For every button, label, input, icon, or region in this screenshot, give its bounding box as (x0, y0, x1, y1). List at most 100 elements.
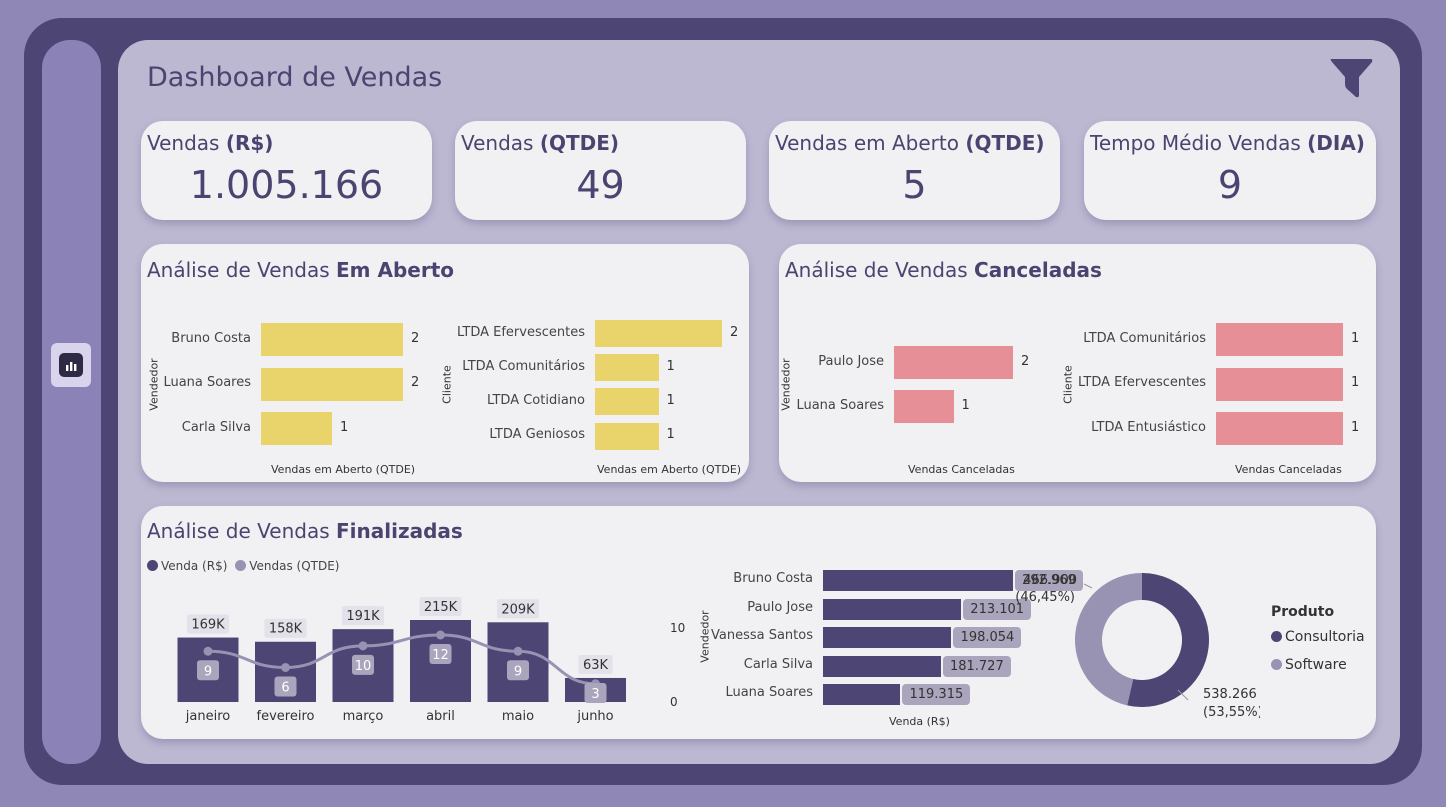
bar (1216, 367, 1343, 401)
kpi-card-open-sales: Vendas em Aberto (QTDE) 5 (769, 121, 1060, 220)
kpi-value: 9 (1217, 163, 1243, 207)
kpi-value: 5 (902, 163, 927, 207)
bar (894, 390, 954, 423)
data-label: 2 (730, 324, 739, 340)
bar (894, 346, 1013, 379)
month-label: janeiro (185, 709, 230, 724)
legend-label: Software (1285, 657, 1347, 673)
data-label: 1 (1351, 419, 1360, 435)
seller-value-label: 213.101 (963, 598, 1032, 620)
data-label: 1 (666, 392, 675, 408)
x-axis-label: Vendas em Aberto (QTDE) (271, 463, 416, 476)
data-label: 2 (411, 375, 420, 390)
seller-bar (823, 570, 1013, 591)
qty-label-bg (429, 644, 452, 664)
value-label-bg (497, 599, 539, 619)
kpi-label: Vendas (461, 131, 540, 155)
data-label: 1 (340, 419, 349, 435)
qty-point (358, 641, 368, 651)
qty-point (281, 663, 290, 672)
kpi-unit: (QTDE) (539, 131, 620, 155)
x-axis-label: Vendas Canceladas (1235, 463, 1342, 476)
category-label: LTDA Efervescentes (456, 324, 585, 340)
seller-label: Paulo Jose (747, 599, 813, 615)
seller-value-label: 292.969 (1015, 570, 1083, 591)
bar (261, 367, 403, 401)
section-title-text: Análise de Vendas (785, 258, 975, 282)
qty-label-bg (352, 654, 374, 675)
qty-line (207, 633, 596, 686)
sidebar (42, 40, 101, 764)
seller-bar (823, 684, 901, 706)
seller-value-label: 181.727 (942, 655, 1011, 677)
kpi-label: Vendas (147, 131, 226, 155)
slice-value-label: 538.266 (1203, 687, 1257, 702)
qty-label: 9 (204, 664, 212, 679)
section-title-text: Análise de Vendas (147, 519, 337, 543)
category-label: LTDA Entusiástico (1091, 419, 1206, 435)
category-label: Bruno Costa (171, 330, 251, 346)
canceled-sales-title: Análise de Vendas Canceladas (785, 258, 1102, 282)
donut-slice (1127, 573, 1209, 707)
value-label: 215K (424, 600, 458, 615)
data-label: 1 (1351, 330, 1360, 346)
sidebar-report-button[interactable] (51, 343, 91, 387)
value-label-bg (264, 618, 307, 638)
monthly-legend: Venda (R$) Vendas (QTDE) (147, 559, 339, 573)
section-title-bold: Finalizadas (336, 519, 463, 543)
kpi-card-sales-qty: Vendas (QTDE) 49 (455, 121, 746, 220)
value-label-bg (578, 654, 613, 674)
month-label: março (343, 709, 384, 724)
funnel-icon[interactable] (1329, 57, 1373, 99)
y-tick: 0 (670, 695, 678, 709)
category-label: LTDA Efervescentes (1077, 375, 1206, 390)
month-label: abril (426, 709, 455, 724)
seller-xlabel: Venda (R$) (889, 715, 950, 728)
qty-label-bg (507, 660, 529, 681)
seller-bar (823, 598, 962, 620)
value-label: 63K (583, 658, 609, 673)
slice-value-label: 466.900 (1023, 573, 1077, 588)
bar (1216, 323, 1343, 356)
legend-dot (1271, 631, 1282, 642)
legend-dot-qty (235, 560, 247, 571)
x-axis-label: Vendas em Aberto (QTDE) (597, 463, 742, 476)
product-donut-chart: 538.266 (53,55%) 466.900 (46,45%) (1015, 573, 1260, 720)
qty-label-bg (584, 683, 607, 703)
qty-label-bg (197, 660, 219, 681)
axis-label: Cliente (440, 365, 454, 404)
axis-label: Cliente (1061, 365, 1075, 404)
month-label: maio (502, 709, 534, 724)
seller-label: Luana Soares (725, 685, 813, 701)
axis-label: Vendedor (147, 358, 161, 411)
category-label: Carla Silva (181, 419, 251, 435)
value-label: 191K (346, 609, 380, 624)
category-label: LTDA Cotidiano (487, 392, 585, 408)
slice-percent-label: (46,45%) (1015, 590, 1075, 605)
kpi-unit: (DIA) (1307, 131, 1365, 155)
kpi-label: Vendas em Aberto (775, 131, 966, 155)
value-label: 209K (501, 602, 535, 617)
open-sales-title: Análise de Vendas Em Aberto (147, 258, 454, 282)
section-title-text: Análise de Vendas (147, 258, 337, 282)
kpi-value: 49 (576, 163, 625, 207)
category-label: Luana Soares (163, 375, 251, 390)
category-label: LTDA Comunitários (462, 358, 585, 374)
seller-value-label: 198.054 (953, 627, 1022, 649)
leader-line (1177, 689, 1189, 701)
qty-label: 6 (281, 681, 289, 696)
leader-line (1083, 583, 1093, 589)
value-label: 158K (269, 622, 303, 637)
qty-label: 3 (591, 687, 599, 702)
data-label: 1 (961, 397, 970, 413)
qty-point (436, 630, 445, 640)
donut-slice (1075, 573, 1142, 706)
month-label: junho (576, 709, 613, 724)
legend-dot-value (147, 560, 158, 571)
qty-point (513, 646, 523, 656)
bar (1216, 412, 1343, 445)
x-axis-label: Vendas Canceladas (908, 463, 1015, 476)
category-label: LTDA Comunitários (1083, 330, 1206, 346)
value-label-bg (187, 614, 229, 634)
seller-label: Carla Silva (743, 656, 813, 672)
